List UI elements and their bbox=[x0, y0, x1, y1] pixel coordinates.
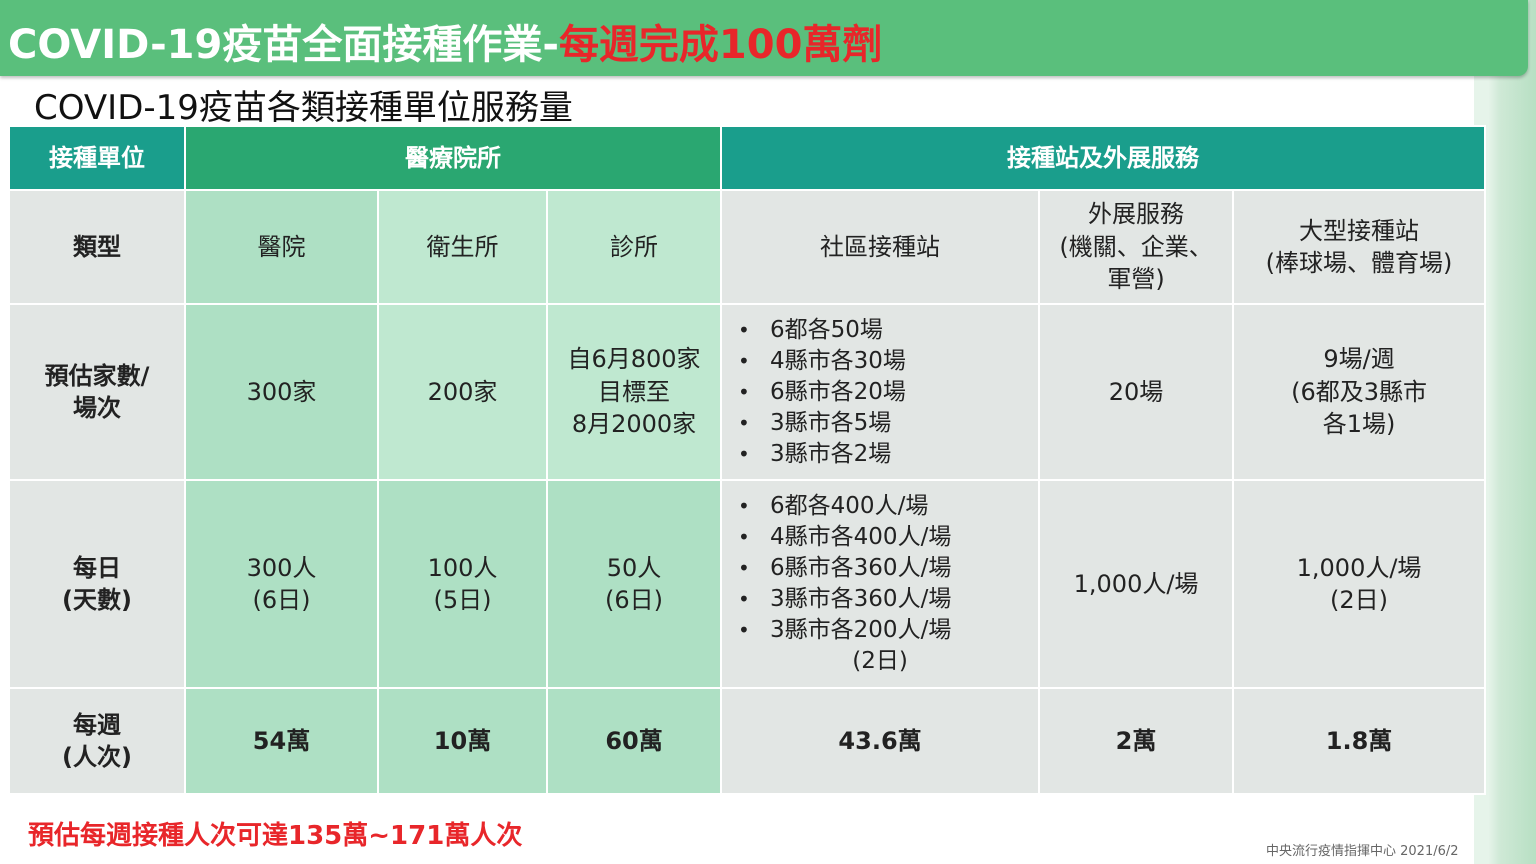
daily-outreach: 1,000人/場 bbox=[1038, 479, 1235, 689]
estimate-large-line2: (6都及3縣市 bbox=[1291, 377, 1427, 406]
type-large-line2: (棒球場、體育場) bbox=[1265, 249, 1453, 277]
row-label-daily-line2: (天數) bbox=[62, 586, 132, 614]
daily-community: 6都各400人/場 4縣市各400人/場 6縣市各360人/場 3縣市各360人… bbox=[720, 479, 1041, 689]
estimate-community: 6都各50場 4縣市各30場 6縣市各20場 3縣市各5場 3縣市各2場 bbox=[720, 303, 1041, 481]
daily-hospital-line1: 300人 bbox=[246, 553, 317, 582]
daily-community-list: 6都各400人/場 4縣市各400人/場 6縣市各360人/場 3縣市各360人… bbox=[722, 491, 1038, 646]
row-label-daily: 每日 (天數) bbox=[8, 479, 186, 689]
weekly-community: 43.6萬 bbox=[720, 687, 1041, 795]
row-label-weekly: 每週 (人次) bbox=[8, 687, 186, 795]
row-label-weekly-line1: 每週 bbox=[73, 710, 121, 739]
type-large-line1: 大型接種站 bbox=[1299, 216, 1420, 245]
type-outreach-line2: (機關、企業、 bbox=[1059, 232, 1213, 261]
service-capacity-table: 接種單位 醫療院所 接種站及外展服務 類型 醫院 衛生所 診所 社區接種站 外展… bbox=[8, 125, 1487, 795]
type-large: 大型接種站 (棒球場、體育場) bbox=[1232, 189, 1487, 305]
daily-health-center: 100人 (5日) bbox=[377, 479, 548, 689]
estimate-outreach: 20場 bbox=[1038, 303, 1235, 481]
source-credit: 中央流行疫情指揮中心 2021/6/2 bbox=[1266, 844, 1459, 859]
estimate-large-line3: 各1場) bbox=[1322, 410, 1396, 439]
estimate-large-line1: 9場/週 bbox=[1323, 345, 1395, 374]
page-title: COVID-19疫苗全面接種作業-每週完成100萬劑 bbox=[8, 12, 882, 70]
type-outreach: 外展服務 (機關、企業、 軍營) bbox=[1038, 189, 1235, 305]
row-label-estimate-line1: 預估家數/ bbox=[44, 361, 150, 390]
type-outreach-line3: 軍營) bbox=[1107, 265, 1165, 294]
daily-hospital: 300人 (6日) bbox=[184, 479, 379, 689]
estimate-hospital: 300家 bbox=[184, 303, 379, 481]
list-item: 3縣市各360人/場 bbox=[738, 584, 1038, 615]
estimate-clinic-line3: 8月2000家 bbox=[571, 410, 697, 439]
weekly-hospital: 54萬 bbox=[184, 687, 379, 795]
list-item: 6都各400人/場 bbox=[738, 491, 1038, 522]
estimate-clinic-line1: 自6月800家 bbox=[567, 345, 701, 374]
daily-large-line1: 1,000人/場 bbox=[1296, 553, 1422, 582]
summary-note: 預估每週接種人次可達135萬~171萬人次 bbox=[28, 821, 523, 851]
list-item: 6縣市各20場 bbox=[738, 377, 1038, 408]
row-label-daily-line1: 每日 bbox=[73, 553, 121, 582]
title-highlight: 每週完成100萬劑 bbox=[558, 22, 883, 68]
daily-large-line2: (2日) bbox=[1330, 586, 1389, 614]
table-title: COVID-19疫苗各類接種單位服務量 bbox=[34, 88, 573, 128]
group-header-row: 接種單位 醫療院所 接種站及外展服務 bbox=[8, 125, 1487, 191]
daily-community-days: (2日) bbox=[852, 648, 908, 674]
type-clinic: 診所 bbox=[545, 189, 723, 305]
list-item: 4縣市各400人/場 bbox=[738, 522, 1038, 553]
list-item: 6縣市各360人/場 bbox=[738, 553, 1038, 584]
daily-row: 每日 (天數) 300人 (6日) 100人 (5日) 50人 (6日) 6都各… bbox=[8, 479, 1487, 689]
title-banner: COVID-19疫苗全面接種作業-每週完成100萬劑 bbox=[0, 0, 1528, 76]
row-label-weekly-line2: (人次) bbox=[62, 743, 132, 771]
estimate-large: 9場/週 (6都及3縣市 各1場) bbox=[1232, 303, 1487, 481]
daily-clinic-line2: (6日) bbox=[605, 586, 664, 614]
estimate-row: 預估家數/ 場次 300家 200家 自6月800家 目標至 8月2000家 6… bbox=[8, 303, 1487, 481]
type-row: 類型 醫院 衛生所 診所 社區接種站 外展服務 (機關、企業、 軍營) 大型接種… bbox=[8, 189, 1487, 305]
estimate-health-center: 200家 bbox=[377, 303, 548, 481]
type-hospital: 醫院 bbox=[184, 189, 379, 305]
header-unit: 接種單位 bbox=[8, 125, 186, 191]
header-medical: 醫療院所 bbox=[183, 125, 723, 191]
weekly-health-center: 10萬 bbox=[377, 687, 548, 795]
estimate-clinic-line2: 目標至 bbox=[598, 377, 671, 406]
daily-hospital-line2: (6日) bbox=[252, 586, 311, 614]
weekly-outreach: 2萬 bbox=[1038, 687, 1235, 795]
daily-large: 1,000人/場 (2日) bbox=[1232, 479, 1487, 689]
row-label-type: 類型 bbox=[8, 189, 186, 305]
daily-health-center-line2: (5日) bbox=[433, 586, 492, 614]
list-item: 3縣市各5場 bbox=[738, 408, 1038, 439]
estimate-clinic: 自6月800家 目標至 8月2000家 bbox=[545, 303, 723, 481]
list-item: 4縣市各30場 bbox=[738, 346, 1038, 377]
weekly-clinic: 60萬 bbox=[545, 687, 723, 795]
estimate-community-list: 6都各50場 4縣市各30場 6縣市各20場 3縣市各5場 3縣市各2場 bbox=[722, 315, 1038, 470]
row-label-estimate-line2: 場次 bbox=[73, 394, 121, 422]
list-item: 6都各50場 bbox=[738, 315, 1038, 346]
type-community: 社區接種站 bbox=[720, 189, 1041, 305]
daily-clinic-line1: 50人 bbox=[606, 553, 662, 582]
title-main: COVID-19疫苗全面接種作業- bbox=[8, 22, 559, 68]
header-station: 接種站及外展服務 bbox=[720, 125, 1487, 191]
row-label-estimate: 預估家數/ 場次 bbox=[8, 303, 186, 481]
weekly-large: 1.8萬 bbox=[1232, 687, 1487, 795]
weekly-row: 每週 (人次) 54萬 10萬 60萬 43.6萬 2萬 1.8萬 bbox=[8, 687, 1487, 795]
list-item: 3縣市各2場 bbox=[738, 439, 1038, 470]
daily-clinic: 50人 (6日) bbox=[545, 479, 723, 689]
daily-health-center-line1: 100人 bbox=[427, 553, 498, 582]
list-item: 3縣市各200人/場 bbox=[738, 615, 1038, 646]
type-health-center: 衛生所 bbox=[377, 189, 548, 305]
type-outreach-line1: 外展服務 bbox=[1088, 200, 1185, 229]
